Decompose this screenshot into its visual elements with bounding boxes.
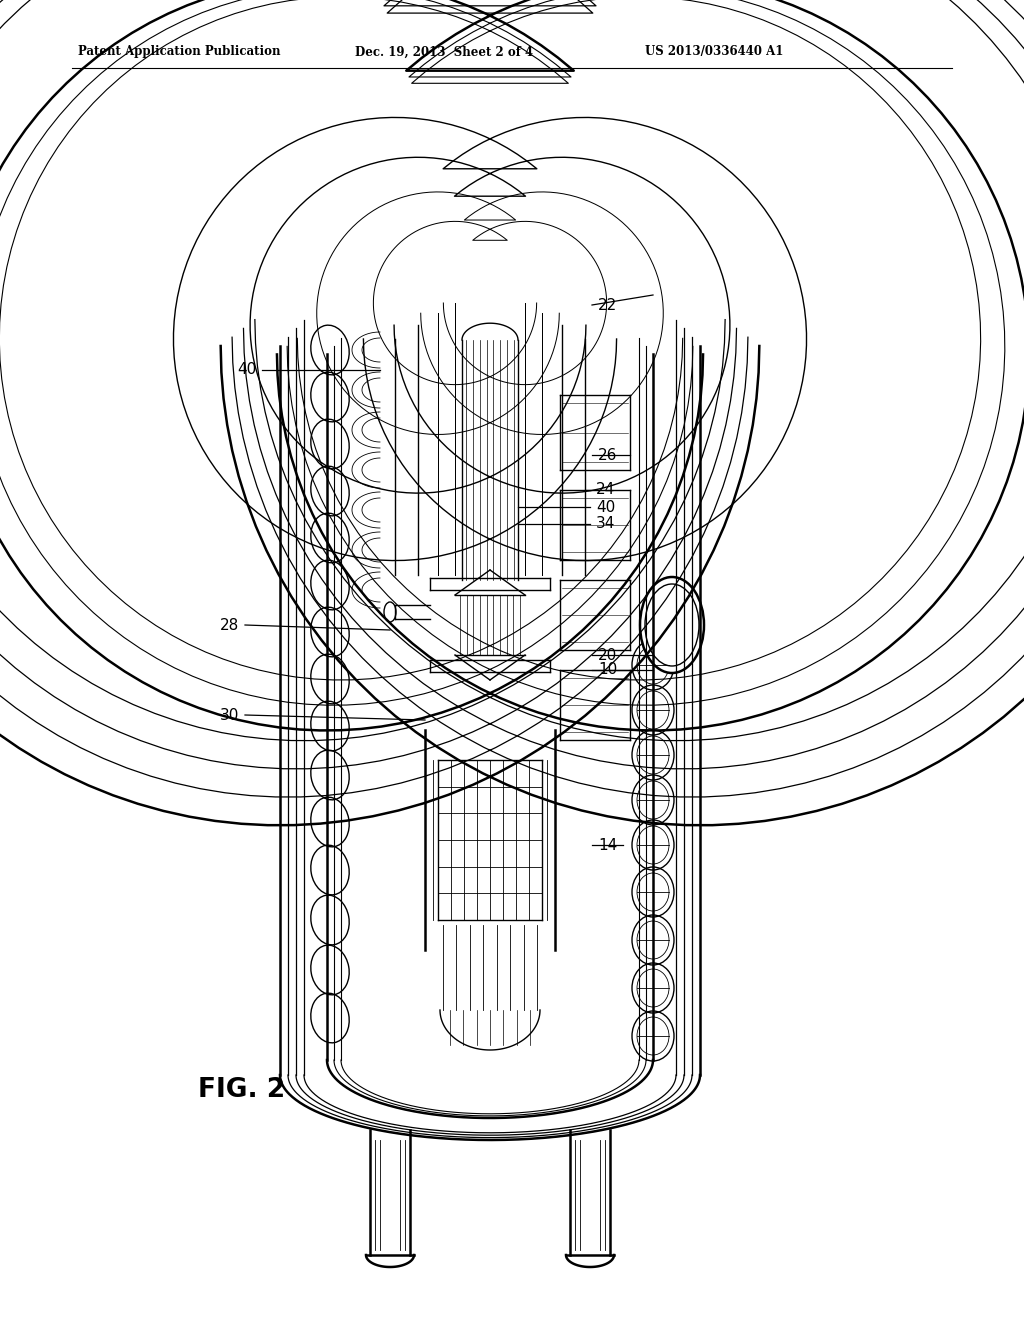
- Text: 40: 40: [237, 363, 256, 378]
- Text: FIG. 2: FIG. 2: [198, 1077, 285, 1104]
- Text: Patent Application Publication: Patent Application Publication: [78, 45, 281, 58]
- Text: 26: 26: [598, 447, 617, 462]
- Text: 22: 22: [598, 297, 617, 313]
- Text: US 2013/0336440 A1: US 2013/0336440 A1: [645, 45, 783, 58]
- Text: 14: 14: [598, 837, 617, 853]
- Text: Dec. 19, 2013  Sheet 2 of 4: Dec. 19, 2013 Sheet 2 of 4: [355, 45, 534, 58]
- Text: 28: 28: [220, 618, 239, 632]
- Text: 30: 30: [219, 708, 239, 722]
- Ellipse shape: [640, 577, 705, 673]
- Text: 24: 24: [596, 483, 615, 498]
- Text: 10: 10: [598, 663, 617, 677]
- Text: 40: 40: [596, 499, 615, 515]
- Text: 34: 34: [596, 516, 615, 532]
- Text: 20: 20: [598, 648, 617, 663]
